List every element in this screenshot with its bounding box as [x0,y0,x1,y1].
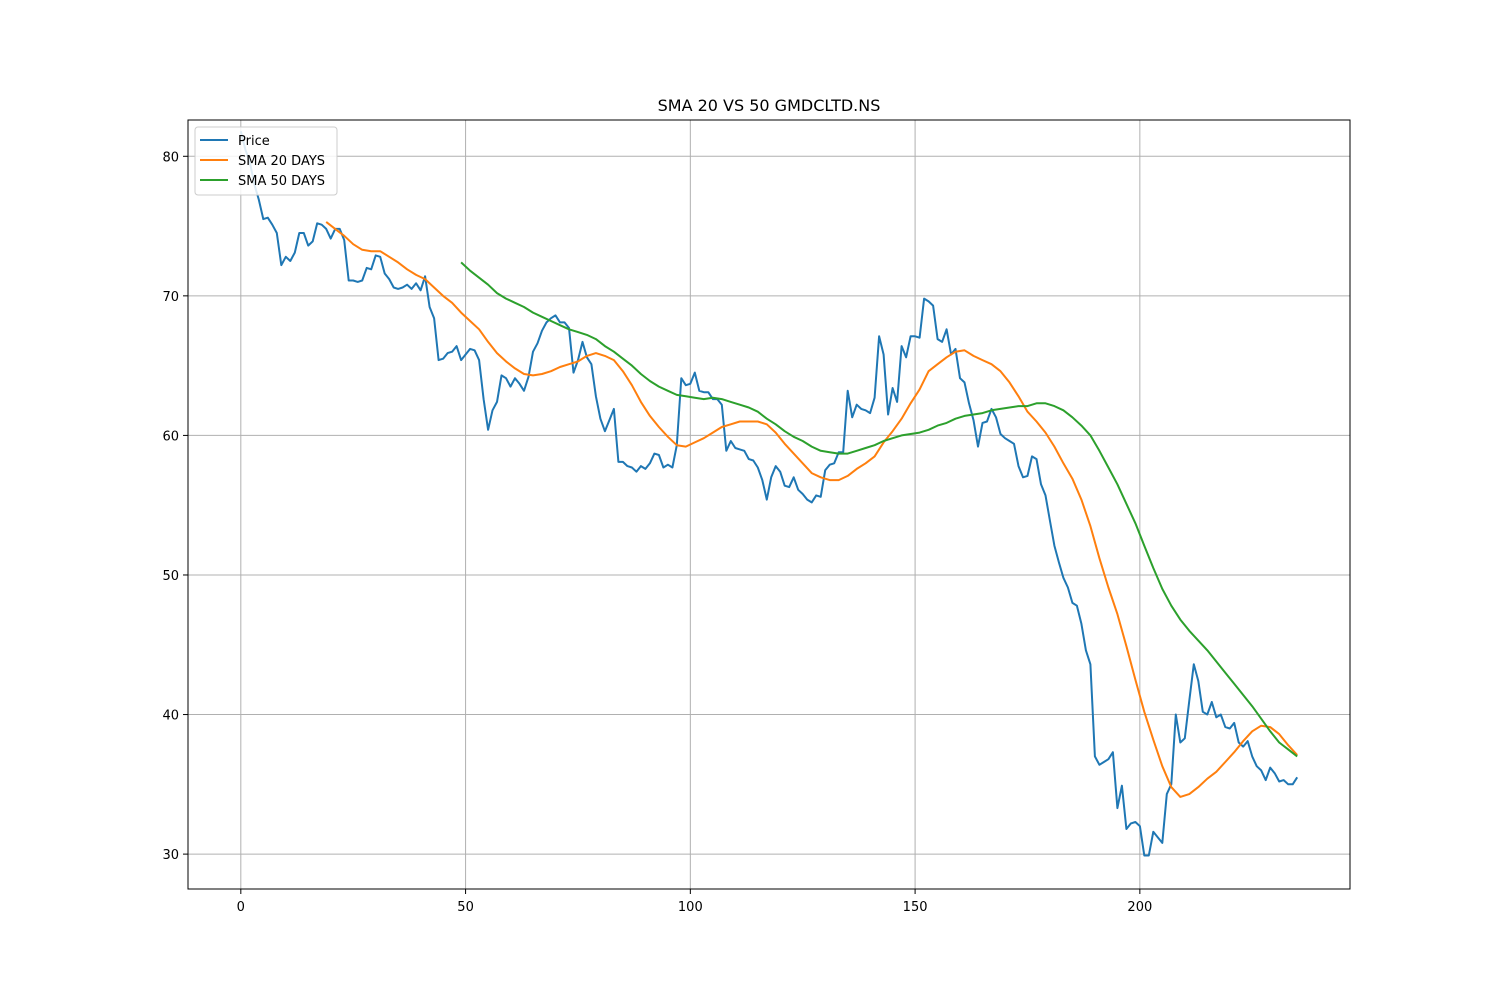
legend: Price SMA 20 DAYS SMA 50 DAYS [194,126,338,196]
y-tick-label: 30 [162,848,179,863]
y-tick-label: 60 [162,429,179,444]
legend-label-2: SMA 50 DAYS [238,174,325,189]
series-line-2 [460,261,1298,758]
y-tick-label: 50 [162,569,179,584]
x-tick-label: 150 [903,900,928,915]
legend-label-1: SMA 20 DAYS [238,154,325,169]
series-layer [239,130,1299,857]
y-tick-label: 80 [162,150,179,165]
x-tick-label: 100 [678,900,703,915]
legend-box [194,126,338,196]
axis-ticks: 0 50 100 150 200 30 40 50 60 70 80 [162,150,1152,915]
grid [188,120,1350,889]
x-tick-label: 50 [457,900,474,915]
x-tick-label: 0 [237,900,245,915]
series-line-1 [325,221,1298,798]
legend-label-0: Price [238,134,270,149]
x-tick-label: 200 [1127,900,1152,915]
series-line-0 [239,130,1299,857]
chart-title: SMA 20 VS 50 GMDCLTD.NS [658,96,881,115]
plot-area-frame [187,119,1351,890]
y-tick-label: 40 [162,709,179,724]
y-tick-label: 70 [162,290,179,305]
